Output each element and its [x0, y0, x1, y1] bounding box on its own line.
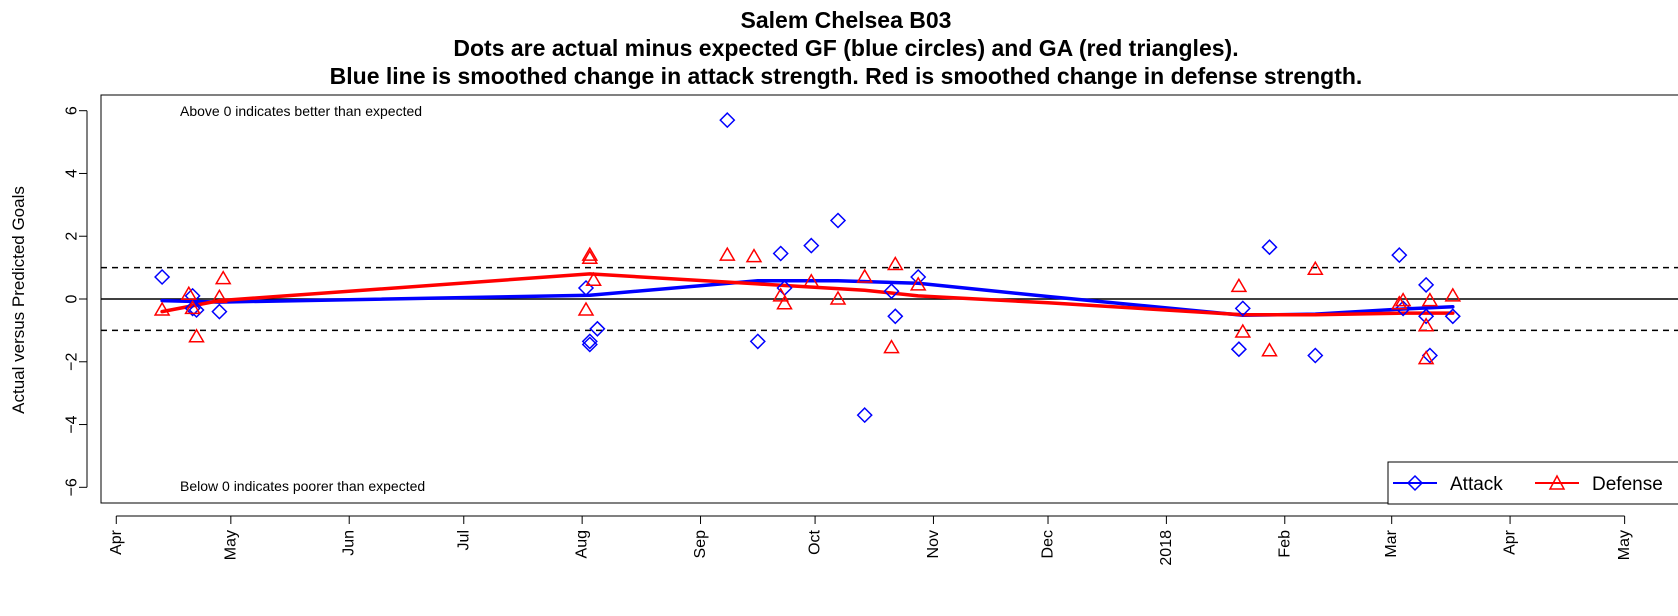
- attack-point: [184, 287, 201, 304]
- defense-point: [581, 249, 599, 264]
- defense-point: [1417, 317, 1435, 332]
- x-axis: Apr May Jun Jul Aug Sep Oct Nov Dec 2018 Feb Mar Apr…: [108, 515, 1633, 566]
- defense-point: [577, 301, 595, 316]
- defense-point: [1421, 292, 1439, 307]
- defense-point: [188, 328, 205, 343]
- x-tick-label: 2018: [1158, 530, 1175, 566]
- y-tick-label: 0: [64, 294, 81, 303]
- y-tick-label: −2: [64, 353, 81, 371]
- chart-title-line-2: Dots are actual minus expected GF (blue …: [453, 35, 1238, 61]
- attack-point: [803, 237, 820, 254]
- defense-point: [581, 246, 599, 261]
- attack-point: [1230, 341, 1247, 358]
- chart-title-line-3: Blue line is smoothed change in attack s…: [330, 63, 1363, 89]
- attack-point: [184, 300, 201, 317]
- attack-point: [776, 279, 793, 297]
- defense-point: [1444, 287, 1462, 302]
- attack-point: [581, 333, 598, 350]
- attack-point: [1307, 347, 1324, 364]
- x-tick-label: Sep: [692, 530, 709, 559]
- x-tick-label: Jun: [341, 530, 358, 556]
- defense-point: [1261, 342, 1278, 357]
- attack-point: [1418, 308, 1435, 325]
- defense-point: [1390, 295, 1408, 310]
- legend-attack-marker: [1406, 474, 1424, 492]
- y-tick-label: −6: [64, 478, 81, 496]
- attack-point: [829, 212, 847, 229]
- x-tick-label: May: [1616, 530, 1633, 560]
- attack-point: [211, 303, 228, 320]
- attack-point: [1234, 300, 1251, 317]
- legend-defense-label: Defense: [1592, 474, 1663, 495]
- x-tick-label: Apr: [108, 529, 125, 555]
- attack-point: [154, 268, 171, 286]
- defense-point: [184, 299, 201, 315]
- y-tick-label: 6: [64, 106, 81, 115]
- x-tick-label: Feb: [1276, 530, 1293, 558]
- attack-point: [581, 336, 598, 353]
- x-tick-label: Apr: [1502, 529, 1519, 555]
- defense-point: [776, 295, 793, 310]
- defense-point: [211, 288, 228, 304]
- attack-point: [1421, 347, 1438, 364]
- chart-title-line-1: Salem Chelsea B03: [741, 7, 952, 33]
- attack-point: [1444, 308, 1461, 325]
- attack-point: [1261, 239, 1278, 256]
- attack-point: [188, 301, 205, 319]
- x-tick-label: Nov: [925, 530, 942, 558]
- defense-point: [180, 285, 198, 301]
- defense-point: [214, 270, 232, 285]
- attack-point: [719, 112, 736, 129]
- chart-title: Salem Chelsea B03 Dots are actual minus …: [330, 7, 1363, 89]
- defense-point: [1394, 292, 1412, 307]
- defense-point: [1234, 323, 1252, 338]
- x-tick-label: Oct: [807, 529, 824, 554]
- defense-point: [886, 256, 904, 271]
- defense-point: [1306, 260, 1324, 275]
- defense-smooth-line: [160, 272, 1455, 317]
- legend-defense-marker: [1548, 474, 1566, 490]
- x-tick-label: May: [222, 530, 239, 560]
- attack-point: [887, 308, 904, 325]
- attack-point: [883, 283, 900, 300]
- defense-points: [153, 246, 1462, 365]
- attack-point: [910, 268, 927, 286]
- x-tick-label: Aug: [574, 530, 591, 558]
- defense-point: [1417, 350, 1435, 365]
- attack-point: [856, 407, 873, 424]
- attack-point: [1391, 247, 1408, 264]
- attack-point: [1418, 276, 1435, 293]
- defense-point: [829, 290, 847, 305]
- annotation-above: Above 0 indicates better than expected: [180, 103, 422, 119]
- x-tick-label: Jul: [455, 530, 472, 550]
- defense-point: [718, 246, 736, 261]
- attack-point: [577, 279, 595, 297]
- defense-point: [1230, 277, 1248, 293]
- attack-point: [749, 333, 766, 350]
- attack-point: [589, 320, 606, 337]
- defense-point: [883, 339, 900, 354]
- annotation-below: Below 0 indicates poorer than expected: [180, 478, 425, 494]
- y-axis-label: Actual versus Predicted Goals: [9, 186, 28, 414]
- defense-point: [856, 268, 874, 283]
- defense-point: [745, 248, 763, 263]
- defense-point: [153, 301, 171, 316]
- x-tick-label: Dec: [1040, 530, 1057, 558]
- legend: Attack Defense: [1387, 461, 1678, 505]
- legend-attack-label: Attack: [1450, 474, 1503, 495]
- y-tick-label: 4: [64, 169, 81, 178]
- defense-point: [802, 273, 820, 288]
- defense-point: [909, 276, 927, 291]
- y-axis: −6 −4 −2 0 2 4 6: [64, 106, 88, 496]
- y-tick-label: −4: [64, 415, 81, 433]
- defense-point: [585, 271, 602, 286]
- y-tick-label: 2: [64, 232, 81, 241]
- x-tick-label: Mar: [1383, 529, 1400, 557]
- attack-point: [772, 245, 789, 262]
- defense-point: [772, 287, 790, 302]
